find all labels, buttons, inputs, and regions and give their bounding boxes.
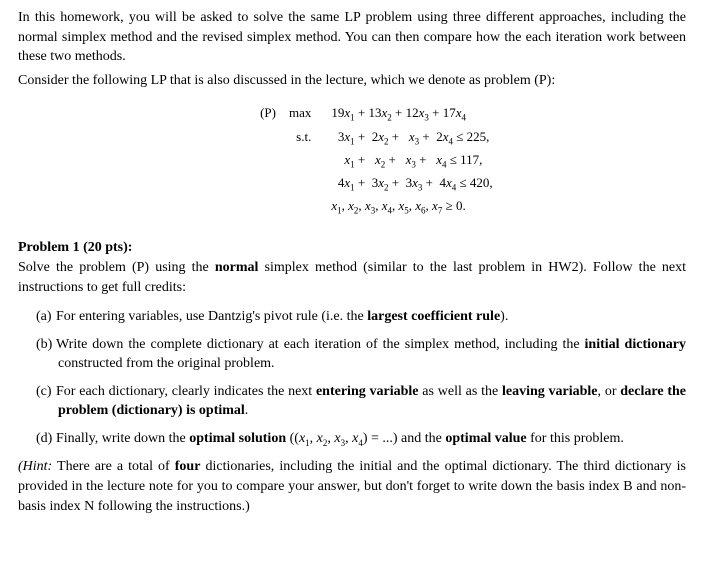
lp-constraint-1: 3x1 + 2x2 + x3 + 2x4 ≤ 225,	[331, 128, 489, 148]
hint-label: (Hint:	[18, 459, 52, 474]
lp-st-label: s.t.	[296, 129, 311, 144]
item-a: (a)For entering variables, use Dantzig's…	[36, 307, 686, 327]
item-d: (d)Finally, write down the optimal solut…	[36, 429, 686, 449]
lp-constraint-3: 4x1 + 3x2 + 3x3 + 4x4 ≤ 420,	[331, 174, 492, 194]
lp-max-label: max	[289, 105, 311, 120]
item-c: (c)For each dictionary, clearly indicate…	[36, 382, 686, 421]
lp-nonneg: x1, x2, x3, x4, x5, x6, x7 ≥ 0.	[331, 197, 465, 217]
marker-d: (d)	[36, 429, 56, 449]
marker-b: (b)	[36, 335, 56, 355]
problem-1-title: Problem 1 (20 pts):	[18, 238, 686, 258]
lp-p-label: (P)	[260, 105, 276, 120]
lp-objective: 19x1 + 13x2 + 12x3 + 17x4	[331, 104, 466, 124]
intro-paragraph-1: In this homework, you will be asked to s…	[18, 8, 686, 67]
item-b: (b)Write down the complete dictionary at…	[36, 335, 686, 374]
instruction-list: (a)For entering variables, use Dantzig's…	[18, 307, 686, 449]
lp-formulation: (P) max 19x1 + 13x2 + 12x3 + 17x4 s.t. 3…	[211, 104, 492, 220]
hint-paragraph: (Hint: There are a total of four diction…	[18, 457, 686, 516]
lp-constraint-2: x1 + x2 + x3 + x4 ≤ 117,	[331, 151, 482, 171]
problem-1-body: Solve the problem (P) using the normal s…	[18, 258, 686, 297]
marker-a: (a)	[36, 307, 56, 327]
marker-c: (c)	[36, 382, 56, 402]
intro-paragraph-2: Consider the following LP that is also d…	[18, 71, 686, 91]
